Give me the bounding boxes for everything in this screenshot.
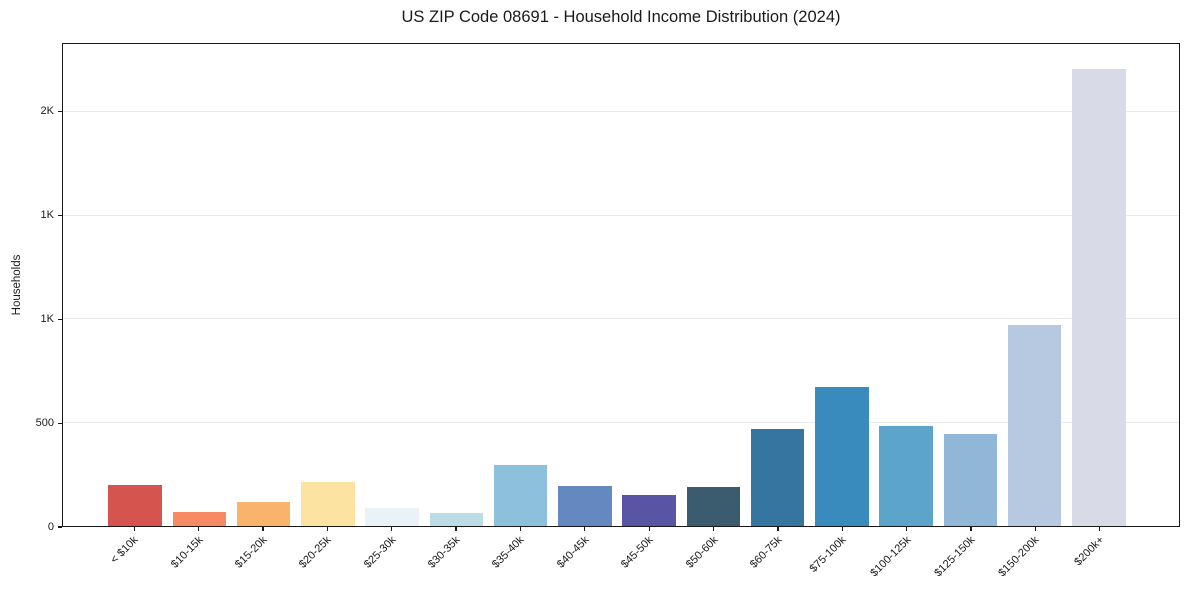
bar-slot [167,44,231,526]
x-tick-mark [133,527,135,531]
x-tick-mark [777,527,779,531]
bar-slot [746,44,810,526]
chart-title: US ZIP Code 08691 - Household Income Dis… [401,8,841,26]
y-tick-mark [58,318,62,320]
x-tick-mark [455,527,457,531]
bar-$25-30k [365,508,419,526]
bar-$50-60k [686,486,741,526]
x-tick-mark [1034,527,1037,531]
bar-slot [296,44,360,526]
bar-$10-15k [172,511,227,526]
bar-slot [810,44,874,526]
gridline [63,318,1179,320]
y-tick-label: 1K [40,208,54,221]
bar-< $10k [108,484,162,526]
x-tick-label: < $10k [108,534,141,567]
bar-$35-40k [493,464,548,526]
x-tick-mark [197,527,200,531]
y-tick-label: 2K [40,105,54,118]
y-tick-label: 500 [35,416,54,429]
bar-slot [1003,44,1067,526]
bar-slot [553,44,617,526]
bar-$75-100k [815,387,869,526]
y-tick-label: 0 [47,520,54,533]
x-tick-mark [519,527,522,531]
bar-slot [617,44,681,526]
x-tick-mark [1099,527,1101,531]
bar-$60-75k [750,428,805,526]
x-tick-mark [391,527,393,531]
bar-slot [1067,44,1131,526]
x-tick-mark [970,527,972,531]
x-tick-mark [712,527,715,531]
x-tick-mark [262,527,264,531]
x-tick-mark [906,527,908,531]
bar-$100-125k [879,425,933,526]
gridline [63,111,1179,113]
y-tick-mark [58,526,62,528]
gridline [63,421,1179,423]
bars-row [63,44,1179,526]
x-tick-mark [841,527,843,531]
bar-slot [424,44,488,526]
bar-slot [874,44,938,526]
bar-$45-50k [622,494,676,526]
x-tick-mark [326,527,328,531]
bar-$15-20k [236,502,291,526]
bar-$150-200k [1007,325,1062,526]
bar-$40-45k [558,485,612,526]
bar-$30-35k [429,512,484,526]
bar-slot [232,44,296,526]
x-tick-mark [584,527,586,531]
gridline [63,214,1179,216]
x-tick-mark [648,527,650,531]
y-axis-label: Households [11,254,23,316]
bar-$200k+ [1072,68,1126,526]
y-tick-mark [58,214,62,216]
y-tick-mark [58,110,62,113]
bar-$20-25k [301,481,355,526]
bar-slot [938,44,1002,526]
bar-slot [681,44,745,526]
y-tick-mark [58,422,62,424]
bar-slot [103,44,167,526]
bar-$125-150k [943,433,998,526]
plot-area [62,43,1180,527]
bar-slot [489,44,553,526]
bar-slot [360,44,424,526]
y-tick-label: 1K [40,312,54,325]
